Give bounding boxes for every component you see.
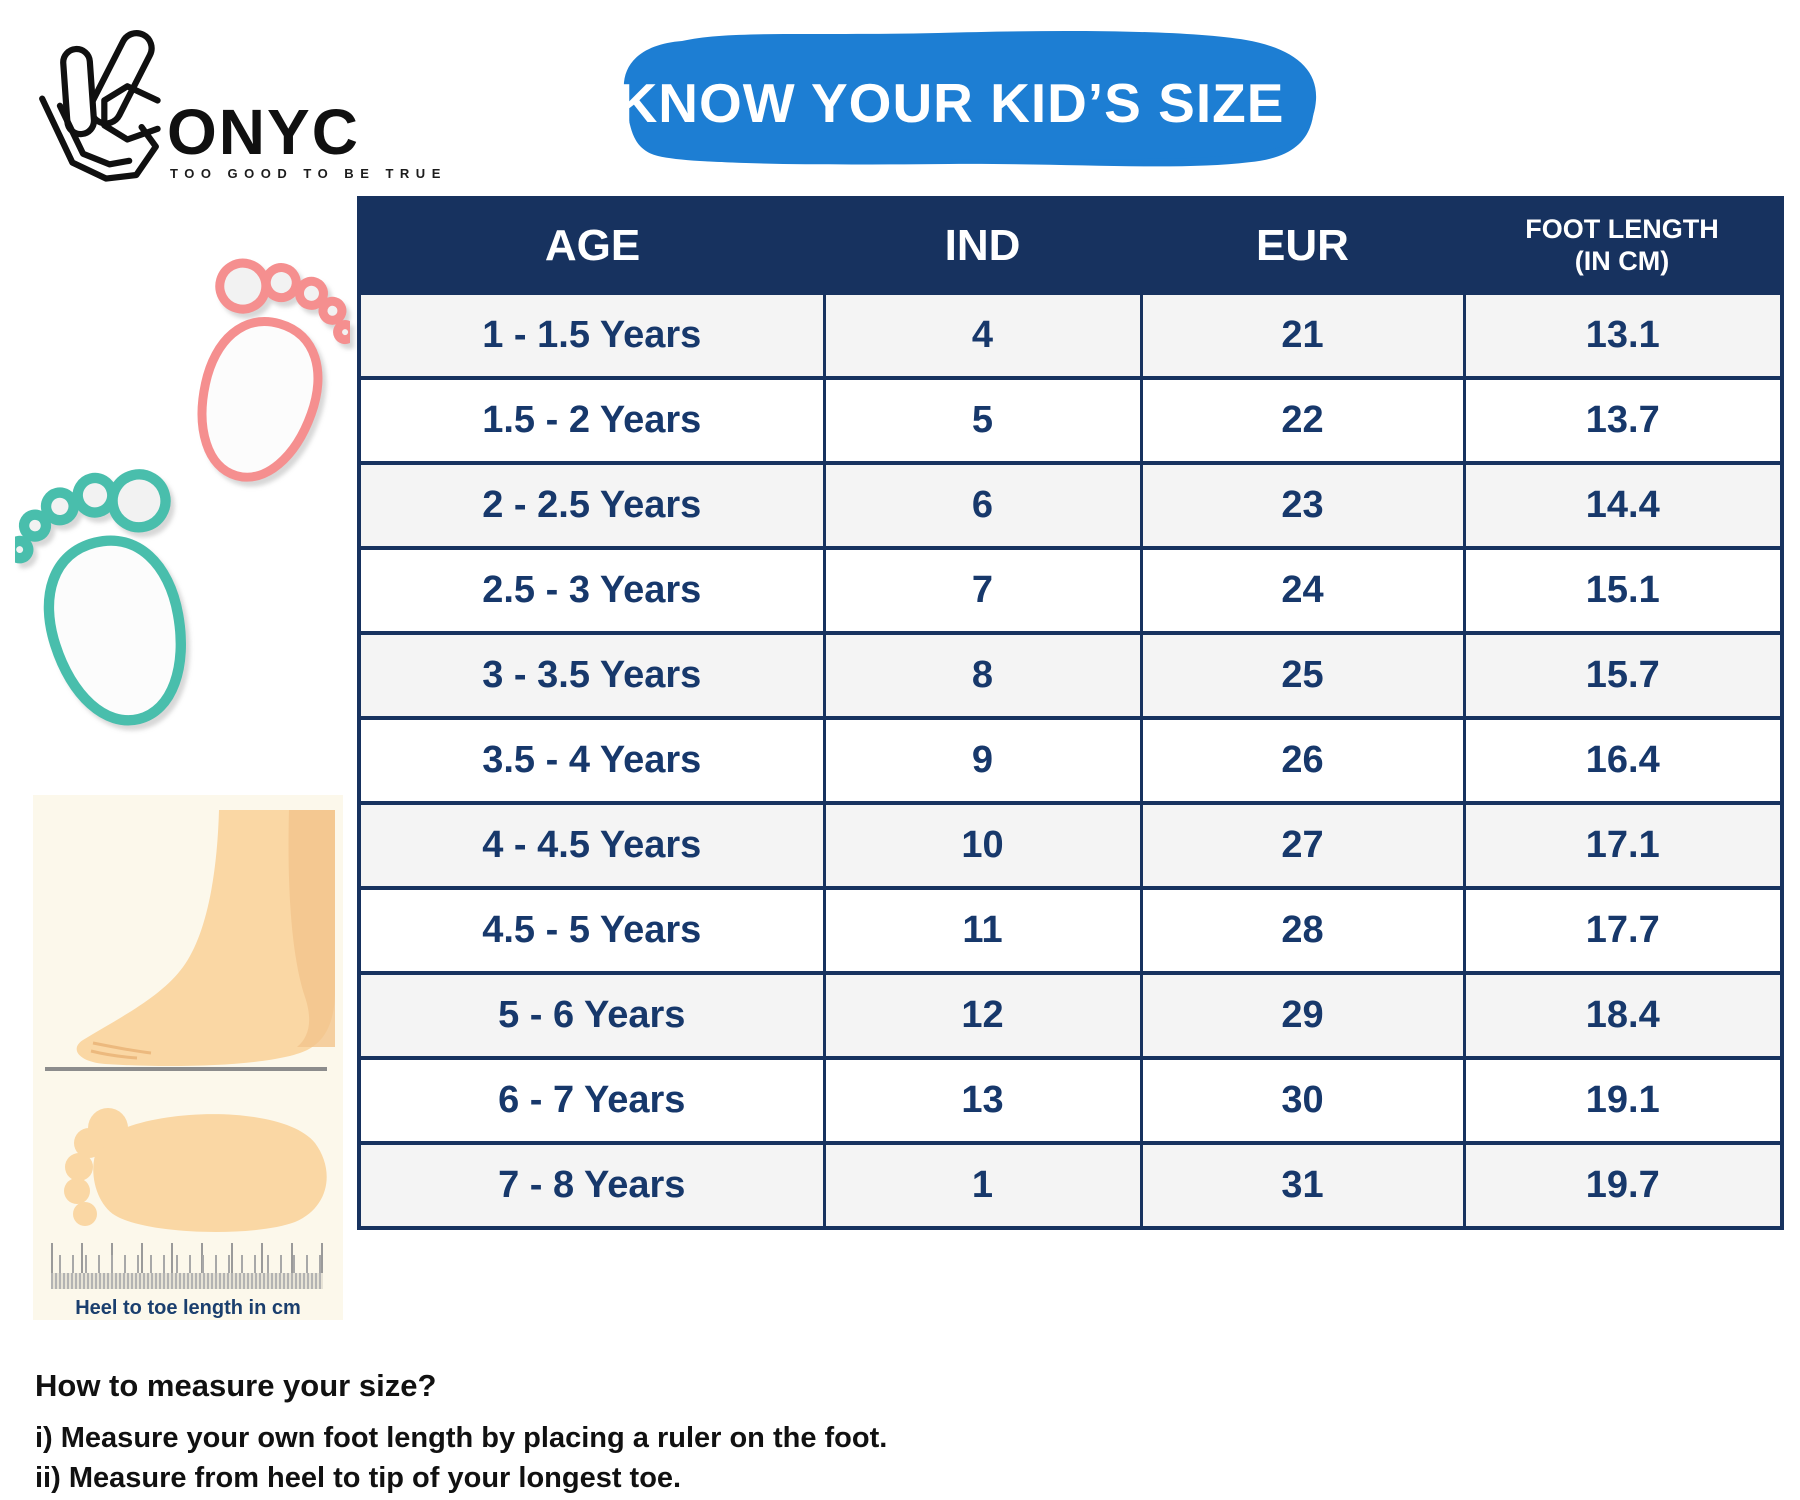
table-row: 1.5 - 2 Years 5 22 13.7 <box>357 376 1784 465</box>
eur-cell: 30 <box>1139 1056 1466 1145</box>
age-cell: 1.5 - 2 Years <box>357 376 826 465</box>
foot-length-cell: 17.1 <box>1462 801 1784 890</box>
instruction-step-1: i) Measure your own foot length by placi… <box>35 1422 888 1454</box>
table-row: 1 - 1.5 Years 4 21 13.1 <box>357 291 1784 380</box>
age-cell: 4.5 - 5 Years <box>357 886 826 975</box>
eur-cell: 23 <box>1139 461 1466 550</box>
ind-cell: 9 <box>822 716 1143 805</box>
teal-footprint-icon <box>5 469 186 726</box>
ind-cell: 7 <box>822 546 1143 635</box>
table-row: 7 - 8 Years 1 31 19.7 <box>357 1141 1784 1230</box>
ind-cell: 12 <box>822 971 1143 1060</box>
banner: KNOW YOUR KID’S SIZE <box>570 14 1332 178</box>
instruction-step-2: ii) Measure from heel to tip of your lon… <box>35 1462 682 1494</box>
age-cell: 4 - 4.5 Years <box>357 801 826 890</box>
ruler-graphic <box>51 1243 331 1289</box>
brand-tagline: TOO GOOD TO BE TRUE <box>170 166 447 181</box>
ruler-caption: Heel to toe length in cm <box>75 1297 301 1319</box>
measure-instructions: How to measure your size? i) Measure you… <box>35 1368 1335 1500</box>
foot-length-cell: 15.1 <box>1462 546 1784 635</box>
eur-cell: 27 <box>1139 801 1466 890</box>
eur-cell: 28 <box>1139 886 1466 975</box>
table-row: 3.5 - 4 Years 9 26 16.4 <box>357 716 1784 805</box>
ind-cell: 10 <box>822 801 1143 890</box>
age-cell: 3.5 - 4 Years <box>357 716 826 805</box>
ind-cell: 8 <box>822 631 1143 720</box>
eur-cell: 29 <box>1139 971 1466 1060</box>
foot-top-view <box>64 1108 327 1233</box>
measure-illustration-panel: Heel to toe length in cm <box>33 795 343 1320</box>
ind-cell: 4 <box>822 291 1143 380</box>
onyc-logo-icon <box>39 30 161 182</box>
brand-name: ONYC <box>167 96 360 168</box>
ind-cell: 6 <box>822 461 1143 550</box>
age-cell: 6 - 7 Years <box>357 1056 826 1145</box>
instructions-heading: How to measure your size? <box>35 1368 437 1403</box>
ind-cell: 5 <box>822 376 1143 465</box>
eur-cell: 22 <box>1139 376 1466 465</box>
table-row: 2 - 2.5 Years 6 23 14.4 <box>357 461 1784 550</box>
foot-length-cell: 19.1 <box>1462 1056 1784 1145</box>
eur-cell: 24 <box>1139 546 1466 635</box>
table-row: 6 - 7 Years 13 30 19.1 <box>357 1056 1784 1145</box>
eur-cell: 31 <box>1139 1141 1466 1230</box>
foot-length-label-line2: (IN CM) <box>1574 245 1670 276</box>
table-row: 4.5 - 5 Years 11 28 17.7 <box>357 886 1784 975</box>
table-row: 4 - 4.5 Years 10 27 17.1 <box>357 801 1784 890</box>
age-cell: 5 - 6 Years <box>357 971 826 1060</box>
foot-length-cell: 16.4 <box>1462 716 1784 805</box>
measure-baseline <box>45 1067 327 1071</box>
foot-side-and-top-view-graphic <box>45 810 335 1233</box>
pink-footprint-icon <box>197 258 358 482</box>
table-row: 3 - 3.5 Years 8 25 15.7 <box>357 631 1784 720</box>
foot-length-cell: 19.7 <box>1462 1141 1784 1230</box>
ind-cell: 11 <box>822 886 1143 975</box>
col-header-ind: IND <box>824 198 1141 293</box>
age-cell: 1 - 1.5 Years <box>357 291 826 380</box>
col-header-age: AGE <box>359 198 824 293</box>
age-cell: 3 - 3.5 Years <box>357 631 826 720</box>
baby-footprints-illustration <box>5 238 358 783</box>
ind-cell: 1 <box>822 1141 1143 1230</box>
size-table: AGE IND EUR FOOT LENGTH (IN CM) 1 - 1.5 … <box>357 196 1784 1230</box>
table-row: 5 - 6 Years 12 29 18.4 <box>357 971 1784 1060</box>
table-row: 2.5 - 3 Years 7 24 15.1 <box>357 546 1784 635</box>
eur-cell: 21 <box>1139 291 1466 380</box>
eur-cell: 26 <box>1139 716 1466 805</box>
eur-cell: 25 <box>1139 631 1466 720</box>
age-cell: 2 - 2.5 Years <box>357 461 826 550</box>
foot-length-label-line1: FOOT LENGTH <box>1525 214 1719 245</box>
ind-cell: 13 <box>822 1056 1143 1145</box>
col-header-foot-length: FOOT LENGTH (IN CM) <box>1464 198 1782 293</box>
foot-length-cell: 13.7 <box>1462 376 1784 465</box>
foot-length-cell: 17.7 <box>1462 886 1784 975</box>
banner-brush-shape <box>623 30 1317 167</box>
table-header-row: AGE IND EUR FOOT LENGTH (IN CM) <box>359 198 1782 293</box>
banner-title: KNOW YOUR KID’S SIZE <box>617 71 1285 134</box>
age-cell: 7 - 8 Years <box>357 1141 826 1230</box>
foot-length-cell: 13.1 <box>1462 291 1784 380</box>
age-cell: 2.5 - 3 Years <box>357 546 826 635</box>
foot-length-cell: 15.7 <box>1462 631 1784 720</box>
foot-length-cell: 14.4 <box>1462 461 1784 550</box>
col-header-eur: EUR <box>1141 198 1464 293</box>
foot-length-cell: 18.4 <box>1462 971 1784 1060</box>
